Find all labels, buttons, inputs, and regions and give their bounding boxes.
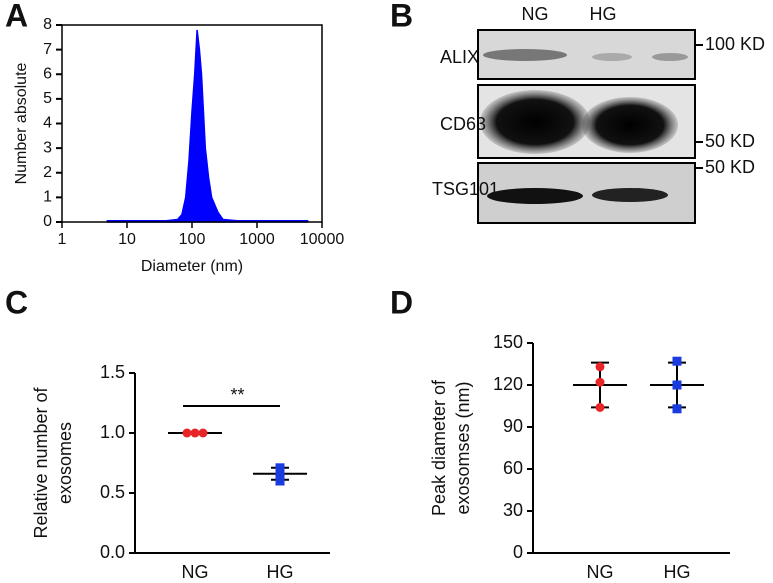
y-tick-label: 1.5: [100, 362, 125, 382]
band: [582, 97, 678, 153]
x-tick-label: HG: [664, 562, 691, 582]
lane-label: NG: [522, 4, 549, 24]
y-axis-label: exosomes: [55, 422, 75, 504]
band: [592, 188, 668, 202]
y-axis-label: Peak diameter of: [429, 379, 449, 516]
data-point: [672, 380, 682, 390]
y-tick-label: 6: [43, 65, 52, 82]
data-point: [275, 476, 285, 486]
y-axis-label: exosomses (nm): [453, 381, 473, 514]
data-point: [190, 428, 200, 438]
x-tick-label: 10: [118, 231, 136, 248]
band-label: CD63: [440, 114, 486, 134]
significance-label: **: [230, 385, 244, 405]
x-tick-label: 1000: [239, 231, 275, 248]
y-tick-label: 0.0: [100, 542, 125, 562]
y-tick-label: 150: [493, 332, 523, 352]
data-point: [275, 463, 285, 473]
band: [592, 53, 632, 61]
blot-panel: B NG HG ALIX CD63 TSG101 100 KD 50 KD 50…: [390, 0, 765, 224]
distribution-area: [106, 29, 309, 223]
y-tick-label: 2: [43, 164, 52, 181]
band: [487, 188, 583, 204]
data-point: [182, 428, 192, 438]
data-point: [672, 404, 682, 414]
marker-label: 50 KD: [705, 157, 755, 177]
panel-letter: A: [5, 0, 28, 33]
y-tick-label: 120: [493, 374, 523, 394]
data-point: [198, 428, 208, 438]
x-axis-label: Diameter (nm): [141, 258, 243, 275]
data-point: [595, 402, 605, 412]
data-point: [672, 356, 682, 366]
x-tick-label: 100: [179, 231, 206, 248]
panel-letter: D: [390, 284, 413, 320]
data-point: [275, 469, 285, 479]
y-tick-label: 7: [43, 41, 52, 58]
y-tick-label: 60: [503, 458, 523, 478]
y-tick-label: 3: [43, 139, 52, 156]
lane-label: HG: [590, 4, 617, 24]
y-tick-label: 1.0: [100, 422, 125, 442]
x-tick-label: HG: [267, 562, 294, 582]
y-tick-label: 30: [503, 500, 523, 520]
y-tick-label: 0: [43, 213, 52, 230]
x-tick-label: NG: [587, 562, 614, 582]
x-tick-label: 1: [58, 231, 67, 248]
data-point: [595, 377, 605, 387]
marker-label: 100 KD: [705, 34, 765, 54]
panel-letter: C: [5, 284, 28, 320]
data-point: [595, 362, 605, 372]
x-tick-label: 10000: [300, 231, 345, 248]
band-label: ALIX: [440, 47, 479, 67]
y-tick-label: 1: [43, 189, 52, 206]
panel-letter: B: [390, 0, 413, 33]
y-tick-label: 0: [513, 542, 523, 562]
y-tick-label: 8: [43, 16, 52, 33]
band: [652, 53, 688, 61]
y-axis-label: Number absolute: [13, 62, 30, 184]
y-tick-label: 0.5: [100, 482, 125, 502]
y-tick-label: 5: [43, 90, 52, 107]
band-label: TSG101: [432, 179, 499, 199]
y-tick-label: 90: [503, 416, 523, 436]
x-tick-label: NG: [182, 562, 209, 582]
marker-label: 50 KD: [705, 131, 755, 151]
band: [480, 90, 590, 154]
y-axis-label: Relative number of: [31, 386, 51, 538]
band: [483, 49, 567, 61]
y-tick-label: 4: [43, 115, 52, 132]
